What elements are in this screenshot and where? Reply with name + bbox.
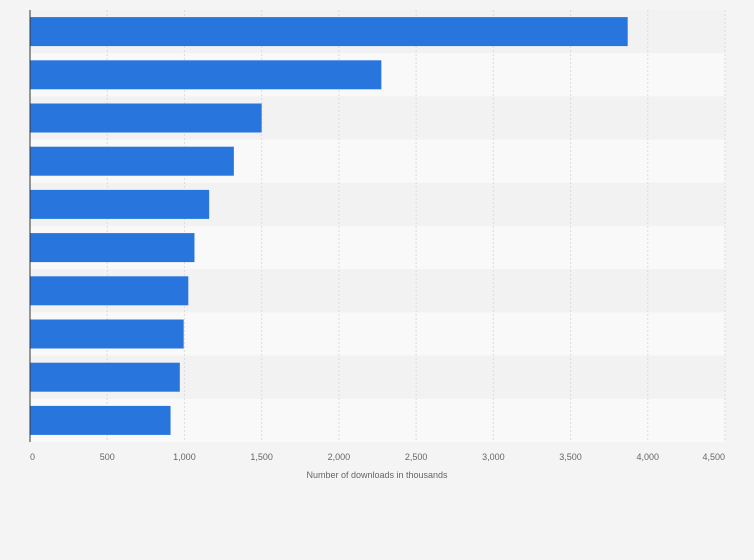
x-tick-label: 1,500	[250, 452, 273, 462]
x-tick-label: 3,500	[559, 452, 582, 462]
x-tick-labels: 0 500 1,000 1,500 2,000 2,500 3,000 3,500 4,000 4…	[30, 452, 725, 462]
x-tick-label: 500	[100, 452, 115, 462]
bar[interactable]	[30, 362, 180, 392]
x-tick-label: 0	[30, 452, 35, 462]
bar[interactable]	[30, 103, 262, 133]
x-tick-label: 4,500	[702, 452, 725, 462]
x-tick-label: 4,000	[637, 452, 660, 462]
bars	[30, 17, 628, 435]
x-axis-label: Number of downloads in thousands	[306, 470, 448, 480]
x-tick-label: 3,000	[482, 452, 505, 462]
x-tick-label: 2,000	[328, 452, 351, 462]
bar[interactable]	[30, 233, 195, 263]
bar[interactable]	[30, 60, 382, 90]
x-tick-label: 2,500	[405, 452, 428, 462]
bar[interactable]	[30, 405, 171, 435]
bar[interactable]	[30, 319, 184, 349]
bar[interactable]	[30, 276, 189, 306]
x-tick-label: 1,000	[173, 452, 196, 462]
bar[interactable]	[30, 189, 210, 219]
bar[interactable]	[30, 17, 628, 47]
bar[interactable]	[30, 146, 234, 176]
